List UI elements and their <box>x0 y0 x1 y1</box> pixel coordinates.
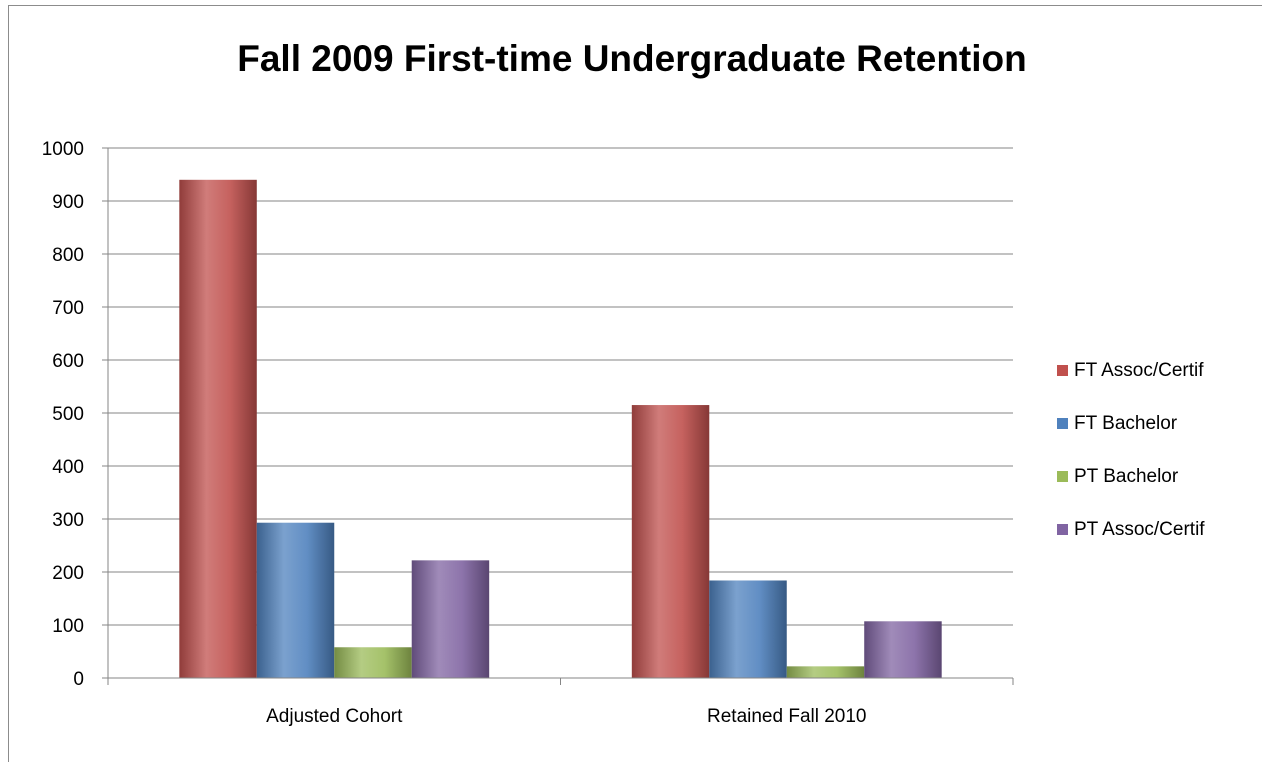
y-tick-label: 800 <box>52 245 84 266</box>
y-tick-label: 300 <box>52 510 84 531</box>
chart-frame <box>8 5 1262 762</box>
y-tick-label: 400 <box>52 457 84 478</box>
bar <box>179 179 257 679</box>
bar <box>631 405 710 678</box>
bar <box>709 580 787 678</box>
legend-label: FT Assoc/Certif <box>1074 359 1204 381</box>
legend-item: PT Bachelor <box>1057 450 1262 503</box>
y-tick-label: 100 <box>52 616 84 637</box>
bar <box>786 666 865 678</box>
bar <box>256 522 335 678</box>
y-tick-label: 900 <box>52 192 84 213</box>
legend-swatch <box>1057 365 1068 376</box>
x-category-label: Retained Fall 2010 <box>707 706 867 727</box>
x-category-label: Adjusted Cohort <box>266 706 403 727</box>
y-tick-label: 700 <box>52 298 84 319</box>
chart-title: Fall 2009 First-time Undergraduate Reten… <box>237 38 1027 79</box>
legend-label: FT Bachelor <box>1074 412 1178 434</box>
legend-item: FT Bachelor <box>1057 397 1262 450</box>
legend-swatch <box>1057 418 1068 429</box>
chart-legend: FT Assoc/Certif FT Bachelor PT Bachelor PT … <box>1057 344 1262 556</box>
y-tick-label: 0 <box>73 669 84 690</box>
y-tick-label: 600 <box>52 351 84 372</box>
y-tick-label: 1000 <box>42 139 84 160</box>
legend-label: PT Assoc/Certif <box>1074 518 1205 540</box>
legend-swatch <box>1057 524 1068 535</box>
legend-item: FT Assoc/Certif <box>1057 344 1262 397</box>
legend-swatch <box>1057 471 1068 482</box>
bar <box>864 621 942 678</box>
bar <box>334 647 412 678</box>
bar <box>411 560 490 678</box>
legend-label: PT Bachelor <box>1074 465 1179 487</box>
y-tick-label: 500 <box>52 404 84 425</box>
y-tick-label: 200 <box>52 563 84 584</box>
legend-item: PT Assoc/Certif <box>1057 503 1262 556</box>
